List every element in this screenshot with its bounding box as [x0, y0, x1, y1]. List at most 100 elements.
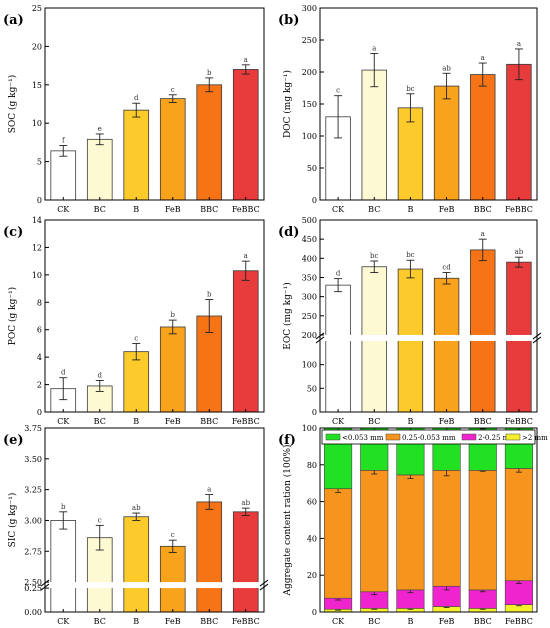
x-tick-label: FeB [165, 417, 181, 426]
bar-FeB [159, 545, 186, 613]
legend-swatch [385, 433, 401, 441]
y-tick-label: 3.50 [24, 455, 42, 464]
y-tick-label: 20 [32, 42, 42, 51]
bar-FeBBC [232, 511, 259, 613]
x-tick-label: FeB [165, 617, 181, 626]
y-axis-label: POC (g kg⁻¹) [7, 287, 18, 345]
x-tick-label: B [407, 617, 413, 626]
y-tick-label: 100 [302, 361, 317, 370]
x-tick-label: FeBBC [232, 417, 260, 426]
y-tick-label: 60 [307, 498, 317, 507]
plot-frame [44, 219, 265, 413]
x-tick-label: BC [94, 617, 106, 626]
y-tick-label: 150 [302, 100, 317, 109]
stack-segment-0-25-0-053-mm [432, 470, 461, 587]
bar-BBC [196, 84, 223, 201]
legend-swatch [461, 433, 477, 441]
x-tick-label: BBC [200, 417, 218, 426]
y-tick-label: 350 [302, 273, 317, 282]
significance-letter: b [61, 503, 66, 511]
y-tick-label: 14 [32, 216, 42, 225]
y-tick-label: 4 [37, 353, 42, 362]
x-tick-label: CK [57, 417, 70, 426]
significance-letter: c [98, 516, 102, 524]
y-tick-label: 250 [302, 36, 317, 45]
bar-BBC [470, 74, 496, 201]
bar-CK [325, 284, 351, 413]
y-tick-label: 0 [312, 196, 317, 205]
significance-letter: ab [132, 504, 141, 512]
panel-label: (e) [3, 433, 24, 448]
x-tick-label: B [133, 617, 139, 626]
panel-f: CK BC B FeB BBC FeBBC <0.053 mm 0.25-0.053 mm 2-… [278, 424, 548, 626]
bar-CK [50, 520, 77, 613]
y-tick-label: 2 [37, 381, 42, 390]
y-tick-label: 450 [302, 235, 317, 244]
y-tick-label: 15 [32, 81, 42, 90]
y-axis-label: SIC (g kg⁻¹) [7, 493, 18, 548]
y-tick-label: 250 [302, 312, 317, 321]
legend-label: 2-0.25 mm [478, 434, 516, 442]
x-tick-label: BC [94, 205, 106, 214]
x-tick-label: CK [57, 617, 70, 626]
significance-letter: bc [406, 251, 414, 259]
y-axis-label: DOC (mg kg⁻¹) [282, 70, 293, 138]
significance-letter: a [244, 252, 248, 260]
y-tick-label: 0 [312, 408, 317, 417]
x-tick-label: BC [368, 617, 380, 626]
x-tick-label: FeBBC [505, 417, 533, 426]
y-tick-label: 3.00 [24, 516, 42, 525]
x-tick-label: BBC [474, 205, 492, 214]
x-tick-label: FeBBC [232, 205, 260, 214]
x-tick-label: BBC [200, 617, 218, 626]
y-tick-label: 300 [302, 293, 317, 302]
y-tick-label: 3.75 [24, 424, 42, 433]
x-tick-label: B [407, 205, 413, 214]
significance-letter: ab [515, 248, 524, 256]
stack-segment-2-0-25-mm [504, 580, 533, 605]
y-tick-label: 10 [32, 271, 42, 280]
y-tick-label: 2.50 [24, 578, 42, 587]
y-axis-label: Aggregate content ration (100%) [282, 444, 293, 596]
x-tick-label: CK [332, 205, 345, 214]
bar-FeBBC [506, 63, 532, 201]
y-tick-label: 200 [302, 68, 317, 77]
bar-FeBBC [232, 270, 259, 413]
axis-break-gap [316, 334, 541, 341]
bar-B [123, 109, 150, 201]
x-tick-label: BBC [474, 417, 492, 426]
stack-segment-0-25-0-053-mm [360, 470, 389, 593]
significance-letter: ab [442, 64, 451, 72]
y-tick-label: 25 [32, 4, 42, 13]
panel-c: d CK d BC c Bb FeB b BBC a FeBBC 0 2 4 6 8 10 12 14 POC (g … [3, 216, 265, 426]
legend-label: >2 mm [522, 434, 548, 442]
y-tick-label: 6 [37, 326, 42, 335]
bar-BC [361, 69, 387, 201]
bar-CK [50, 150, 77, 201]
significance-letter: d [98, 371, 103, 379]
panel-e: b CK c BC ab Bc FeB a BBC ab FeBBC 0.00 0.252.50 2.75… [3, 424, 269, 626]
significance-letter: a [372, 44, 376, 52]
panel-a: f CK e BC d Bc FeB b BBC a FeBBC 0 5 10 15 20 25 SOC (g k… [3, 4, 265, 214]
y-tick-label: 0 [37, 408, 42, 417]
significance-letter: c [171, 531, 175, 539]
y-tick-label: 40 [307, 534, 317, 543]
x-tick-label: B [133, 417, 139, 426]
significance-letter: b [207, 291, 212, 299]
y-tick-label: 50 [307, 164, 317, 173]
y-tick-label: 10 [32, 119, 42, 128]
x-tick-label: CK [332, 617, 345, 626]
panel-label: (a) [3, 13, 24, 28]
significance-letter: ab [241, 499, 250, 507]
bar-B [123, 351, 150, 413]
x-tick-label: BBC [474, 617, 492, 626]
significance-letter: d [336, 270, 341, 278]
y-tick-label: 400 [302, 254, 317, 263]
x-tick-label: FeB [439, 617, 455, 626]
y-tick-label: 3.25 [24, 486, 42, 495]
significance-letter: b [207, 69, 212, 77]
significance-letter: a [517, 40, 521, 48]
significance-letter: bc [406, 85, 414, 93]
y-tick-label: 0.00 [24, 608, 42, 617]
y-tick-label: 200 [302, 331, 317, 340]
